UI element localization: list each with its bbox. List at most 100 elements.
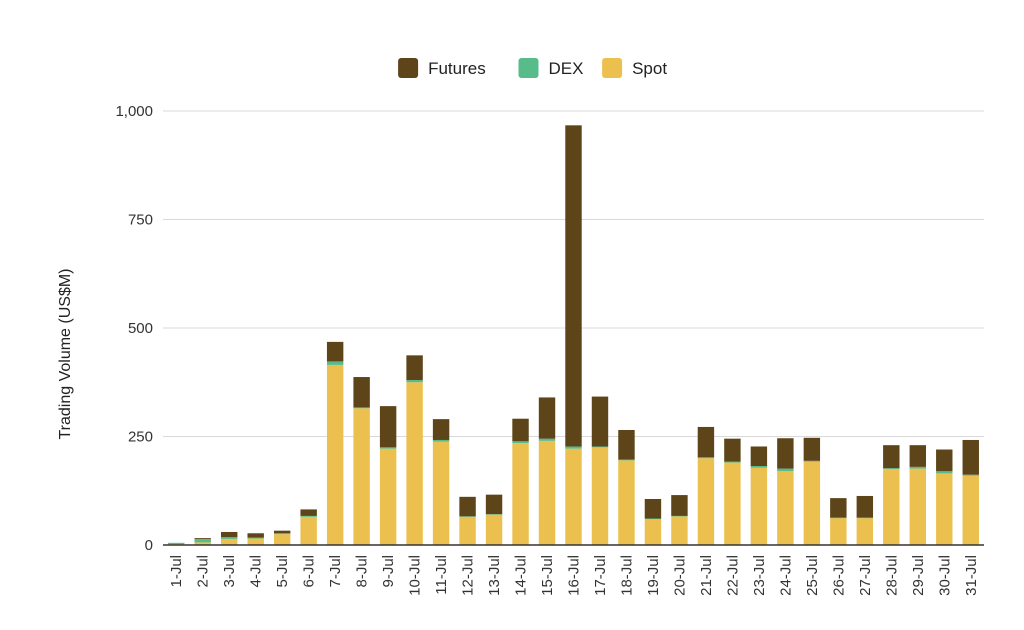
x-tick-label: 31-Jul	[963, 555, 980, 596]
bar-futures-23-jul	[750, 446, 768, 467]
x-tick-label: 9-Jul	[380, 555, 397, 588]
bar-spot-7-jul	[326, 364, 344, 545]
bar-futures-24-jul	[777, 438, 794, 469]
legend-swatch-dex	[518, 58, 539, 78]
bar-futures-18-jul	[618, 429, 635, 460]
x-tick-label: 4-Jul	[248, 555, 265, 588]
bar-dex-30-jul	[936, 471, 953, 474]
bar-dex-31-jul	[962, 474, 979, 476]
bar-futures-17-jul	[591, 396, 609, 447]
bar-spot-17-jul	[591, 447, 609, 545]
bar-spot-14-jul	[512, 443, 529, 545]
bar-spot-9-jul	[379, 448, 397, 545]
bar-futures-15-jul	[538, 397, 556, 439]
bar-futures-31-jul	[962, 439, 979, 475]
bar-spot-10-jul	[406, 382, 423, 545]
bar-dex-28-jul	[883, 468, 900, 470]
bar-dex-9-jul	[379, 447, 397, 449]
x-tick-label: 21-Jul	[698, 555, 715, 596]
y-tick-label: 1,000	[115, 103, 153, 120]
bar-futures-10-jul	[406, 355, 423, 381]
x-tick-label: 12-Jul	[460, 555, 477, 596]
bar-dex-11-jul	[432, 439, 450, 442]
bar-futures-21-jul	[697, 426, 715, 458]
x-tick-label: 17-Jul	[592, 555, 609, 596]
bar-futures-26-jul	[830, 498, 847, 518]
y-axis-ticks: 0 250 500 750 1,000	[115, 103, 153, 554]
legend-swatch-futures	[398, 58, 419, 78]
bar-dex-25-jul	[803, 460, 821, 462]
legend-label-futures: Futures	[428, 59, 486, 78]
bar-dex-1-jul	[168, 542, 185, 545]
bar-dex-10-jul	[406, 380, 423, 383]
x-tick-label: 23-Jul	[751, 555, 768, 596]
bar-spot-27-jul	[856, 518, 874, 545]
bar-dex-20-jul	[671, 515, 688, 517]
x-tick-label: 28-Jul	[883, 555, 900, 596]
bar-dex-26-jul	[830, 517, 847, 519]
bar-spot-13-jul	[485, 514, 503, 545]
bar-dex-2-jul	[194, 538, 211, 543]
bar-spot-21-jul	[697, 458, 715, 545]
bar-futures-27-jul	[856, 495, 874, 518]
x-tick-label: 6-Jul	[301, 555, 318, 588]
x-axis-ticks: 1-Jul 2-Jul 3-Jul 4-Jul 5-Jul 6-Jul 7-Jul 8-Jul…	[168, 555, 980, 596]
x-tick-label: 24-Jul	[777, 555, 794, 596]
bar-dex-3-jul	[220, 537, 238, 539]
bar-spot-2-jul	[194, 542, 211, 545]
x-tick-label: 8-Jul	[354, 555, 371, 588]
x-tick-label: 19-Jul	[645, 555, 662, 596]
bar-dex-14-jul	[512, 441, 529, 444]
y-tick-label: 750	[128, 212, 153, 229]
bar-dex-13-jul	[485, 514, 503, 515]
x-tick-label: 29-Jul	[910, 555, 927, 596]
bar-futures-6-jul	[300, 509, 317, 516]
bars	[168, 125, 979, 545]
bar-dex-27-jul	[856, 517, 874, 519]
bar-futures-14-jul	[512, 418, 529, 442]
bar-dex-21-jul	[697, 457, 715, 459]
x-tick-label: 30-Jul	[936, 555, 953, 596]
bar-futures-29-jul	[909, 445, 927, 467]
bar-spot-23-jul	[750, 467, 768, 545]
bar-dex-6-jul	[300, 515, 317, 517]
x-tick-label: 25-Jul	[804, 555, 821, 596]
bar-spot-20-jul	[671, 516, 688, 545]
bar-spot-26-jul	[830, 518, 847, 545]
bar-futures-2-jul	[194, 538, 211, 539]
bar-spot-5-jul	[273, 534, 291, 545]
bar-dex-5-jul	[273, 533, 291, 535]
x-tick-label: 10-Jul	[407, 555, 424, 596]
x-tick-label: 20-Jul	[671, 555, 688, 596]
bar-futures-19-jul	[644, 498, 662, 519]
bar-spot-8-jul	[353, 408, 370, 545]
bar-dex-12-jul	[459, 516, 476, 517]
bar-futures-28-jul	[883, 445, 900, 469]
bar-futures-16-jul	[565, 125, 582, 447]
bar-futures-22-jul	[724, 438, 741, 462]
x-tick-label: 1-Jul	[168, 555, 185, 588]
bar-dex-19-jul	[644, 518, 662, 520]
legend: Futures DEX Spot	[398, 58, 667, 78]
x-tick-label: 11-Jul	[433, 555, 450, 595]
y-tick-label: 500	[128, 320, 153, 337]
bar-dex-4-jul	[247, 537, 264, 539]
legend-label-dex: DEX	[549, 59, 584, 78]
x-tick-label: 7-Jul	[327, 555, 344, 588]
x-tick-label: 26-Jul	[830, 555, 847, 596]
bar-dex-23-jul	[750, 466, 768, 468]
x-tick-label: 18-Jul	[618, 555, 635, 596]
bar-dex-29-jul	[909, 466, 927, 469]
bar-spot-22-jul	[724, 462, 741, 545]
bar-futures-3-jul	[220, 531, 238, 538]
bar-spot-29-jul	[909, 468, 927, 545]
bar-futures-5-jul	[273, 530, 291, 534]
bar-futures-30-jul	[936, 449, 953, 472]
x-tick-label: 14-Jul	[513, 555, 530, 596]
bar-spot-25-jul	[803, 461, 821, 545]
bar-futures-25-jul	[803, 437, 821, 461]
x-tick-label: 16-Jul	[566, 555, 583, 596]
bar-spot-16-jul	[565, 448, 582, 545]
bar-futures-13-jul	[485, 494, 503, 515]
